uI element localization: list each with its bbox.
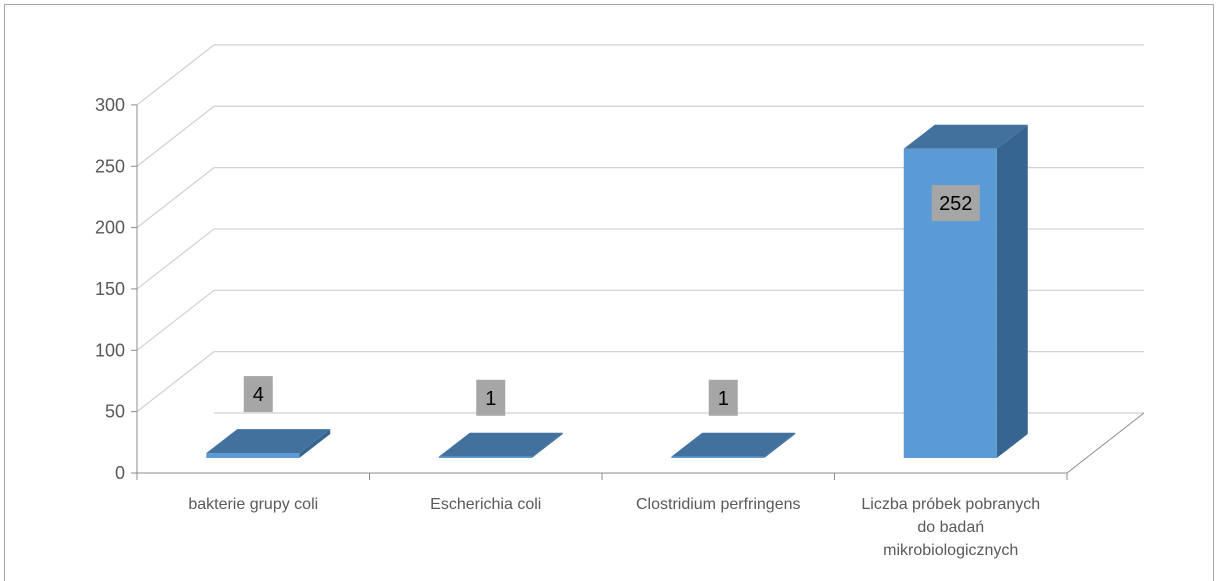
bar-3: [903, 124, 1028, 459]
chart-border: [4, 4, 1214, 581]
data-label-box: [476, 379, 506, 416]
x-tick-label: Clostridium perfringens: [636, 496, 801, 513]
y-tick-label: 150: [95, 279, 125, 299]
bar-top: [206, 429, 331, 454]
gridline-side-250: [136, 105, 215, 167]
x-tick-label: do badań: [917, 519, 984, 536]
bar: [206, 453, 300, 458]
gridlines: [136, 44, 1145, 474]
gridline-side-100: [136, 289, 215, 351]
bar: [438, 456, 532, 458]
bar-0: [206, 429, 331, 458]
bar-top: [671, 432, 796, 457]
x-tick-label: bakterie grupy coli: [188, 496, 318, 513]
bar-side: [996, 124, 1028, 459]
y-tick-label: 100: [95, 340, 125, 360]
x-tick-labels: bakterie grupy coli Escherichia coli Clost…: [188, 496, 1040, 559]
data-labels: 4 1 1 252: [243, 185, 980, 416]
data-label: 1: [485, 388, 496, 410]
bar-top: [438, 432, 563, 457]
y-tick-label: 200: [95, 218, 125, 238]
y-tick-labels: 0 50 100 150 200 250 300: [95, 95, 125, 483]
data-label: 252: [939, 193, 972, 215]
gridline-side-200: [136, 167, 215, 229]
data-label-box: [931, 185, 980, 221]
x-tick-label: mikrobiologicznych: [883, 542, 1018, 559]
bar-top: [903, 124, 1028, 149]
bar-1: [438, 432, 563, 458]
y-tick-label: 50: [105, 402, 125, 422]
data-label-box: [243, 376, 273, 413]
bar: [671, 456, 765, 458]
y-tick-label: 300: [95, 95, 125, 115]
y-tick-label: 250: [95, 156, 125, 176]
bar-side: [299, 429, 331, 458]
gridline-side-300: [136, 44, 215, 106]
data-label: 1: [718, 388, 729, 410]
bar-side: [531, 432, 563, 458]
x-tick-label: Liczba próbek pobranych: [861, 496, 1040, 513]
gridline-side-150: [136, 228, 215, 290]
bar-side: [764, 432, 796, 458]
gridline-side-50: [136, 351, 215, 413]
x-tick-label: Escherichia coli: [430, 496, 541, 513]
data-label-box: [708, 379, 738, 416]
axes: [131, 104, 1068, 480]
floor-edge: [1066, 412, 1145, 474]
y-tick-label: 0: [115, 463, 125, 483]
data-label: 4: [253, 384, 264, 406]
bar-2: [671, 432, 796, 458]
